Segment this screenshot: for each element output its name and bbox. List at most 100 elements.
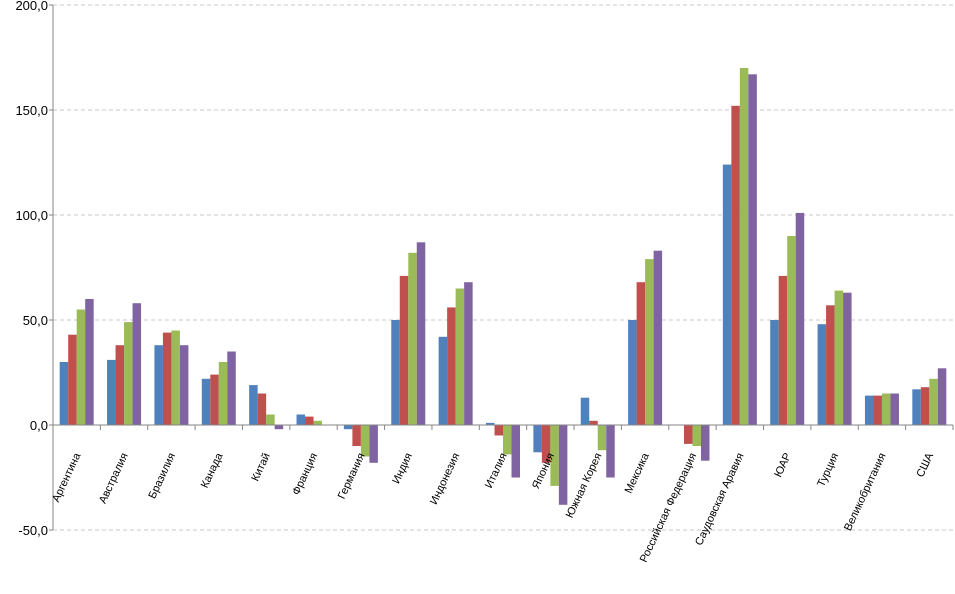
bar (843, 292, 852, 425)
bar (692, 425, 701, 446)
bar (171, 330, 180, 425)
bar (107, 359, 116, 425)
bar (210, 374, 219, 425)
bar (912, 389, 921, 425)
category-label: Аргентина (50, 450, 84, 504)
bar (249, 385, 258, 425)
bar (391, 320, 400, 425)
bar (274, 425, 284, 430)
bar (628, 320, 637, 425)
bar (305, 416, 314, 425)
category-label: Франция (290, 451, 320, 497)
bar (408, 252, 417, 425)
category-label: Канада (199, 450, 226, 490)
bar (864, 395, 874, 425)
bar (59, 362, 69, 425)
y-tick-label: 100,0 (15, 208, 48, 223)
bar (438, 336, 448, 425)
category-label: Южная Корея (564, 451, 605, 520)
bar (416, 242, 426, 425)
category-label: Российская Федерация (638, 451, 699, 564)
category-labels: Аргентина Австралия Бразилия Канада Китай Фра… (50, 450, 936, 564)
bar (494, 425, 503, 436)
bar (76, 309, 86, 425)
category-label: ЮАР (772, 451, 794, 479)
y-tick-label: 50,0 (23, 313, 48, 328)
bar (929, 378, 938, 425)
bar (201, 378, 211, 425)
bar (748, 74, 757, 426)
bar (597, 425, 607, 451)
y-tick-labels: -50,0 0,0 50,0 100,0 150,0 200,0 (15, 0, 48, 538)
bar (115, 345, 125, 425)
bar (218, 362, 228, 425)
bar (85, 299, 94, 425)
bar (873, 395, 882, 425)
bar (257, 393, 267, 425)
category-label: Индия (390, 451, 415, 486)
bar (731, 105, 740, 426)
bar (343, 425, 353, 430)
bar (399, 275, 409, 425)
category-label: Австралия (97, 451, 131, 505)
bar (124, 322, 133, 425)
bar (636, 282, 646, 425)
bar (154, 345, 163, 425)
category-label: Саудовская Аравия (693, 451, 746, 547)
category-label: Германия (336, 451, 368, 501)
bar (817, 324, 827, 425)
category-label: США (914, 451, 936, 480)
bar (550, 425, 559, 486)
bar (826, 305, 835, 425)
bar (369, 425, 378, 463)
bar (296, 414, 306, 425)
bar (881, 393, 891, 425)
category-label: Китай (249, 451, 272, 483)
bar (533, 425, 542, 453)
axes (49, 4, 954, 531)
bar (606, 425, 615, 478)
bar (455, 288, 465, 425)
bar (937, 368, 947, 425)
bar (653, 250, 663, 425)
bar (68, 334, 77, 425)
bar (920, 387, 930, 425)
bar (486, 422, 495, 425)
bar (132, 303, 142, 425)
y-tick-label: 200,0 (15, 0, 48, 13)
category-label: Италия (483, 451, 510, 490)
bar (580, 397, 590, 425)
category-label: Индонезия (428, 451, 462, 507)
y-tick-label: 150,0 (15, 103, 48, 118)
bar (722, 164, 732, 425)
bar (770, 320, 779, 425)
bar (683, 425, 693, 444)
category-label: Бразилия (147, 451, 179, 501)
bars (59, 68, 947, 505)
category-label: Турция (815, 451, 841, 489)
bar (739, 68, 749, 425)
bar (645, 259, 654, 425)
bar (795, 212, 805, 425)
bar (778, 275, 788, 425)
y-tick-label: 0,0 (30, 418, 48, 433)
bar (787, 236, 796, 425)
bar (464, 282, 473, 425)
bar (227, 351, 236, 425)
bar (890, 393, 899, 425)
bar (447, 307, 456, 425)
y-tick-label: -50,0 (18, 523, 48, 538)
bar (360, 425, 370, 457)
bar (503, 425, 512, 455)
bar (558, 425, 568, 505)
bar (834, 290, 844, 425)
bar (541, 425, 551, 463)
bar (589, 420, 598, 425)
bar (511, 425, 520, 478)
bar (162, 332, 172, 425)
category-label: Мексика (623, 450, 652, 495)
bar (700, 425, 710, 461)
bar (352, 425, 361, 446)
bar (179, 345, 189, 425)
